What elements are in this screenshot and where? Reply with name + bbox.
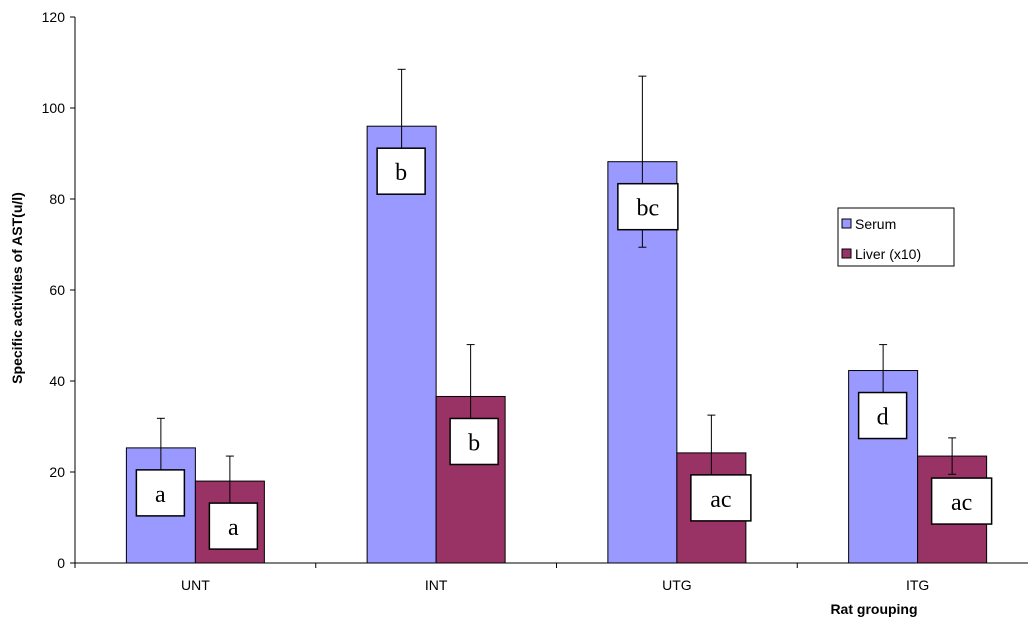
y-tick-label: 60	[49, 282, 65, 298]
y-axis-title: Specific activities of AST(u/l)	[9, 192, 25, 384]
significance-letter: d	[877, 405, 889, 431]
significance-letter: a	[228, 515, 239, 541]
legend-swatch-serum	[841, 218, 852, 229]
significance-letter: bc	[637, 196, 660, 222]
x-tick-label: ITG	[906, 577, 929, 593]
significance-letter: ac	[710, 487, 731, 513]
x-tick-label: UTG	[662, 577, 692, 593]
significance-letter: a	[155, 482, 166, 508]
x-tick-label: UNT	[181, 577, 210, 593]
significance-box	[376, 147, 426, 195]
legend: Serum Liver (x10)	[837, 207, 955, 267]
significance-letter: b	[468, 430, 480, 456]
y-tick-label: 20	[49, 464, 65, 480]
significance-letter: b	[395, 160, 407, 186]
legend-frame	[837, 207, 955, 267]
significance-box	[208, 502, 259, 550]
y-tick-label: 80	[49, 191, 65, 207]
ticks-layer: 0 20 40 60 80 100 120 UNT INT UTG ITG	[42, 9, 930, 593]
significance-box	[690, 474, 752, 522]
x-tick-label: INT	[425, 577, 448, 593]
significance-letter: ac	[951, 490, 972, 516]
y-tick-label: 0	[57, 555, 65, 571]
x-axis-title: Rat grouping	[830, 601, 917, 617]
significance-box	[857, 391, 908, 440]
significance-box	[449, 417, 499, 466]
significance-box	[617, 182, 679, 231]
significance-letters-layer: a b bc d a b ac ac	[135, 147, 993, 550]
y-tick-label: 120	[42, 9, 66, 25]
y-tick-label: 40	[49, 373, 65, 389]
bars-layer	[125, 125, 988, 564]
legend-swatch-liver	[841, 248, 852, 259]
legend-label-liver: Liver (x10)	[855, 246, 921, 262]
significance-box	[135, 469, 186, 517]
bar-serum-int	[366, 125, 437, 564]
y-tick-label: 100	[42, 100, 66, 116]
error-bars-layer	[156, 68, 957, 507]
significance-box	[930, 477, 993, 525]
legend-label-serum: Serum	[855, 216, 896, 232]
